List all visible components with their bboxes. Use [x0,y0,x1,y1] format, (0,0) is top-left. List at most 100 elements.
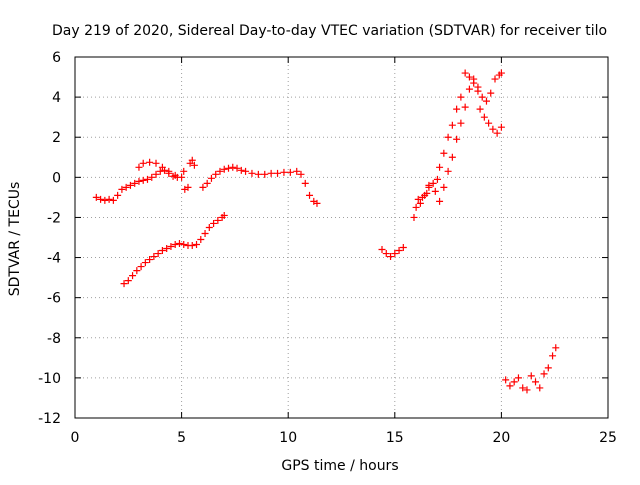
data-point [444,133,452,141]
data-point [480,113,488,121]
grid [75,57,608,418]
x-tick-label: 10 [279,430,297,446]
data-point [143,175,151,183]
data-point [286,168,294,176]
chart-title: Day 219 of 2020, Sidereal Day-to-day VTE… [52,23,607,39]
data-point [510,378,518,386]
data-point [532,378,540,386]
y-tick-label: -12 [38,411,61,427]
data-point [158,163,166,171]
data-point [448,121,456,129]
data-point [478,93,486,101]
data-point [152,159,160,167]
y-tick-label: -10 [38,371,61,387]
data-point [549,352,557,360]
data-point [146,158,154,166]
data-point [175,240,183,248]
data-point [280,168,288,176]
data-point [109,196,117,204]
data-point [293,167,301,175]
data-point [237,166,245,174]
data-point [491,75,499,83]
data-point [544,364,552,372]
data-point [205,223,213,231]
data-point [399,244,407,252]
data-point [165,167,173,175]
data-point [387,253,395,261]
data-point [497,123,505,131]
data-point [229,163,237,171]
y-tick-label: -6 [47,291,61,307]
data-point [139,159,147,167]
plot-frame [74,56,609,419]
data-point [188,242,196,250]
data-point [453,105,461,113]
data-point [470,75,478,83]
data-point [248,169,256,177]
data-point [461,103,469,111]
data-point [114,191,122,199]
data-point [431,187,439,195]
x-axis: 0 5 10 15 20 25 [71,57,617,446]
data-point [489,125,497,133]
data-point [171,171,179,179]
data-point [444,167,452,175]
data-point [152,170,160,178]
data-point [465,85,473,93]
data-point [502,376,510,384]
x-tick-label: 25 [599,430,617,446]
data-point [141,259,149,267]
data-point [188,156,196,164]
data-point [203,179,211,187]
y-tick-label: 4 [52,90,61,106]
data-point [448,153,456,161]
data-point [391,250,399,258]
data-point [150,253,158,261]
data-point [465,73,473,81]
data-point [156,167,164,175]
data-point [197,236,205,244]
data-point [552,344,560,352]
data-point [135,177,143,185]
data-point [433,175,441,183]
data-point [457,93,465,101]
data-point [207,174,215,182]
data-point [201,229,209,237]
data-markers [92,69,560,394]
data-point [487,89,495,97]
data-point [154,250,162,258]
x-tick-label: 0 [71,430,80,446]
data-point [124,277,132,285]
data-point [414,195,422,203]
data-point [220,211,228,219]
data-point [180,241,188,249]
data-point [131,179,139,187]
data-point [440,183,448,191]
data-point [126,181,134,189]
y-axis-label: SDTVAR / TECUs [7,182,23,297]
y-tick-label: 6 [52,50,61,66]
data-point [167,243,175,251]
data-point [180,167,188,175]
y-axis: -12 -10 -8 -6 -4 -2 0 2 4 6 [38,50,608,427]
data-point [519,384,527,392]
data-point [440,149,448,157]
data-point [178,173,186,181]
data-point [212,170,220,178]
x-tick-label: 5 [177,430,186,446]
data-point [297,170,305,178]
data-point [101,196,109,204]
data-point [476,105,484,113]
data-point [233,164,241,172]
data-point [306,191,314,199]
data-point [193,241,201,249]
data-point [220,165,228,173]
data-point [171,241,179,249]
y-tick-label: -2 [47,210,61,226]
data-point [214,216,222,224]
data-point [301,179,309,187]
data-point [482,97,490,105]
data-point [536,384,544,392]
